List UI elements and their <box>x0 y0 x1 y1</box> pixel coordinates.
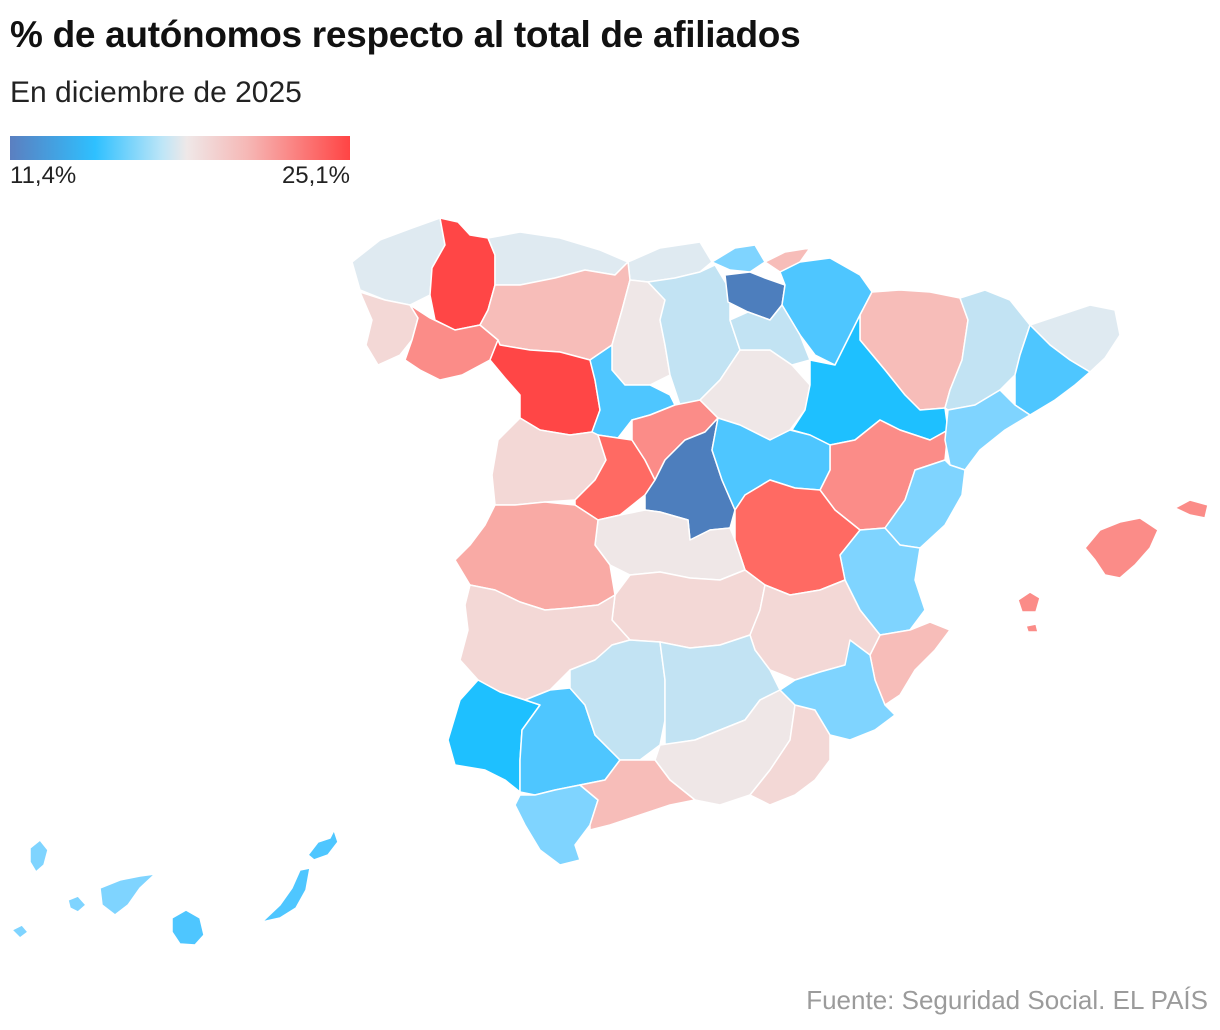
province-baleares-menorca[interactable] <box>1174 499 1209 519</box>
island-el-hierro[interactable] <box>11 924 29 939</box>
map-subtitle: En diciembre de 2025 <box>10 76 302 109</box>
province-castellon[interactable] <box>884 459 966 549</box>
province-murcia[interactable] <box>779 639 896 741</box>
province-tarragona[interactable] <box>944 389 1031 471</box>
province-cadiz[interactable] <box>514 784 599 866</box>
province-baleares-formentera[interactable] <box>1025 623 1039 633</box>
island-fuerteventura[interactable] <box>261 867 311 923</box>
province-malaga[interactable] <box>579 759 696 831</box>
province-gipuzkoa[interactable] <box>764 247 811 273</box>
province-baleares-ibiza[interactable] <box>1017 591 1041 613</box>
legend-gradient-bar <box>10 136 350 160</box>
legend-min-label: 11,4% <box>10 162 77 189</box>
island-la-palma[interactable] <box>29 839 49 873</box>
island-tenerife[interactable] <box>99 873 156 916</box>
province-ciudad-real[interactable] <box>611 569 766 649</box>
province-pontevedra[interactable] <box>359 291 419 366</box>
province-barcelona[interactable] <box>1014 324 1091 416</box>
province-baleares-mallorca[interactable] <box>1084 517 1159 579</box>
island-gran-canaria[interactable] <box>171 909 205 946</box>
province-ourense[interactable] <box>404 304 499 381</box>
map-title: % de autónomos respecto al total de afil… <box>10 14 801 55</box>
island-lanzarote[interactable] <box>307 829 339 861</box>
province-la-rioja[interactable] <box>729 304 811 366</box>
island-la-gomera[interactable] <box>67 895 87 913</box>
province-cordoba[interactable] <box>569 639 666 761</box>
province-alicante[interactable] <box>869 621 951 706</box>
source-credit: Fuente: Seguridad Social. EL PAÍS <box>806 985 1208 1015</box>
legend-max-label: 25,1% <box>281 162 350 189</box>
color-legend: 11,4% 25,1% <box>10 136 350 190</box>
province-bizkaia[interactable] <box>711 244 766 273</box>
province-toledo[interactable] <box>594 509 746 581</box>
